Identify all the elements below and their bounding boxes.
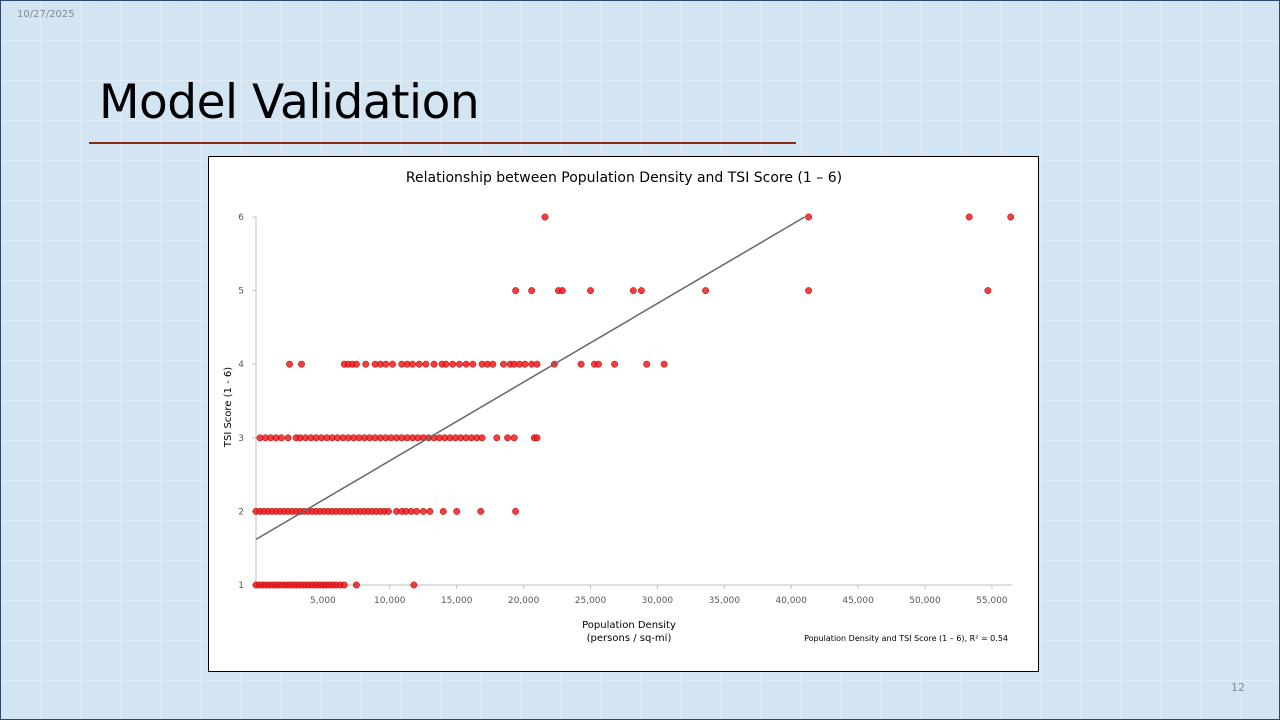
- data-point: [426, 507, 434, 515]
- data-point: [462, 360, 470, 368]
- x-tick-label: 55,000: [976, 596, 1008, 606]
- chart-axes: [255, 217, 1012, 586]
- data-point: [637, 287, 645, 295]
- data-point: [385, 507, 392, 515]
- slide-number: 12: [1231, 681, 1245, 694]
- data-point: [422, 360, 430, 368]
- y-tick-label: 6: [238, 213, 244, 223]
- data-point: [415, 360, 423, 368]
- data-point: [419, 507, 427, 515]
- data-point: [643, 360, 651, 368]
- data-point: [541, 213, 549, 221]
- data-point: [521, 360, 529, 368]
- data-point: [984, 287, 992, 295]
- data-point: [493, 434, 501, 442]
- x-axis-sublabel: (persons / sq-mi): [587, 633, 672, 644]
- chart-title: Relationship between Population Density …: [406, 170, 842, 186]
- data-point: [442, 360, 450, 368]
- data-point: [430, 360, 438, 368]
- y-tick-label: 1: [238, 581, 244, 591]
- data-point: [449, 360, 457, 368]
- data-point: [410, 581, 418, 589]
- data-point: [382, 360, 390, 368]
- y-tick-label: 5: [238, 287, 244, 297]
- data-point: [409, 360, 417, 368]
- chart-ticks: 5,000 10,000 15,000 20,000 25,000 30,000 35,00…: [238, 213, 1008, 606]
- data-point: [965, 213, 973, 221]
- y-tick-label: 2: [238, 507, 244, 517]
- y-tick-label: 3: [238, 434, 244, 444]
- x-tick-label: 35,000: [709, 596, 741, 606]
- y-tick-label: 4: [238, 360, 244, 370]
- chart-frame: Relationship between Population Density …: [208, 156, 1039, 672]
- data-point: [352, 581, 360, 589]
- data-point: [340, 581, 348, 589]
- data-point: [510, 434, 518, 442]
- x-tick-label: 10,000: [374, 596, 406, 606]
- data-point: [805, 287, 813, 295]
- data-point: [611, 360, 619, 368]
- x-tick-label: 50,000: [909, 596, 941, 606]
- data-points: [252, 213, 1015, 589]
- data-point: [500, 360, 507, 368]
- data-point: [277, 434, 285, 442]
- data-point: [805, 213, 813, 221]
- data-point: [1007, 213, 1015, 221]
- x-tick-label: 15,000: [441, 596, 473, 606]
- x-tick-label: 40,000: [775, 596, 807, 606]
- y-axis-label: TSI Score (1 - 6): [223, 367, 234, 448]
- data-point: [298, 360, 305, 368]
- data-point: [512, 507, 520, 515]
- r-squared-annotation: Population Density and TSI Score (1 – 6)…: [804, 634, 1008, 643]
- data-point: [413, 507, 421, 515]
- data-point: [352, 360, 360, 368]
- data-point: [453, 507, 461, 515]
- data-point: [489, 360, 497, 368]
- data-point: [362, 360, 370, 368]
- data-point: [558, 287, 566, 295]
- data-point: [478, 434, 486, 442]
- data-point: [533, 360, 541, 368]
- x-tick-label: 25,000: [575, 596, 607, 606]
- x-tick-label: 45,000: [842, 596, 874, 606]
- data-point: [389, 360, 396, 368]
- trendline-group: [255, 216, 805, 541]
- data-point: [629, 287, 637, 295]
- slide-title: Model Validation: [99, 75, 480, 130]
- data-point: [455, 360, 463, 368]
- data-point: [512, 287, 520, 295]
- trendline: [255, 216, 805, 541]
- data-point: [577, 360, 585, 368]
- data-point: [660, 360, 668, 368]
- data-point: [504, 434, 512, 442]
- x-axis-label: Population Density: [582, 620, 676, 631]
- x-tick-label: 30,000: [642, 596, 674, 606]
- data-point: [528, 287, 536, 295]
- x-tick-label: 20,000: [508, 596, 540, 606]
- slide-date: 10/27/2025: [17, 9, 75, 20]
- data-point: [533, 434, 541, 442]
- data-point: [595, 360, 602, 368]
- data-point: [286, 360, 293, 368]
- data-point: [702, 287, 710, 295]
- title-underline: [89, 142, 796, 144]
- data-point: [284, 434, 292, 442]
- data-point: [587, 287, 594, 295]
- data-point: [469, 360, 477, 368]
- x-tick-label: 5,000: [310, 596, 336, 606]
- data-point: [477, 507, 485, 515]
- scatter-chart: Relationship between Population Density …: [223, 170, 1015, 644]
- data-point: [439, 507, 447, 515]
